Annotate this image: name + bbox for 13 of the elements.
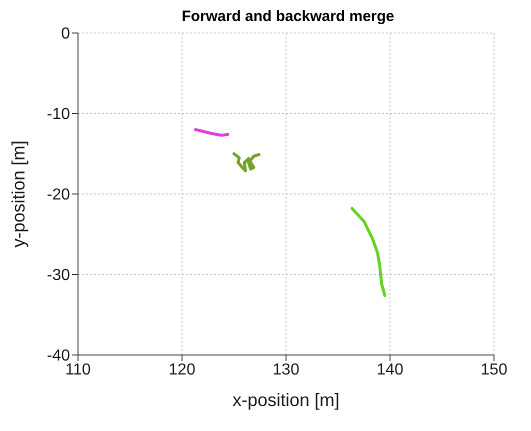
x-tick-label: 120	[168, 361, 196, 378]
y-axis-title: y-position [m]	[8, 140, 28, 248]
x-tick-label: 150	[480, 361, 508, 378]
y-tick-label: -10	[46, 106, 70, 124]
x-tick-label: 130	[272, 361, 300, 378]
y-tick-label: 0	[61, 26, 70, 43]
line-series	[350, 206, 386, 297]
line-series	[232, 152, 260, 172]
chart-title: Forward and backward merge	[180, 8, 396, 25]
y-tick-label: -20	[46, 186, 70, 204]
x-axis-title: x-position [m]	[232, 390, 340, 410]
y-tick-label: -30	[46, 267, 70, 284]
x-tick-label: 140	[376, 361, 404, 378]
